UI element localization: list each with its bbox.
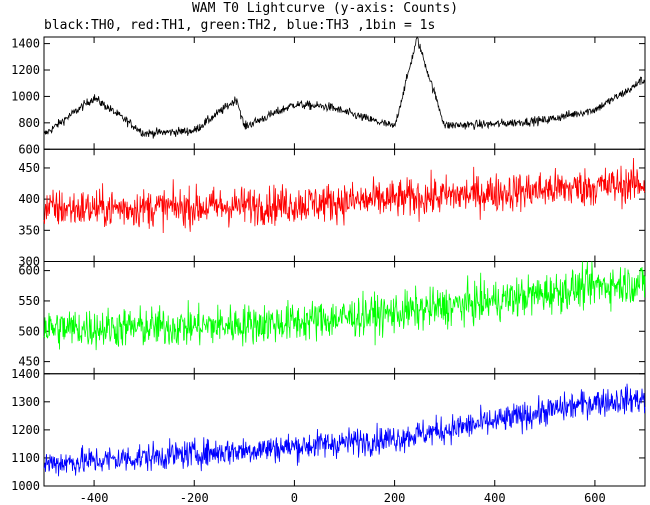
panel-frame-th2: [43, 261, 646, 375]
y-tick-label-th3: 1000: [11, 479, 40, 493]
series-line-th2: [43, 261, 646, 351]
y-tick-label-th3: 1200: [11, 423, 40, 437]
panel-frame-th0: [43, 36, 646, 150]
y-tick-label-th0: 1000: [11, 89, 40, 103]
y-tick-label-th0: 1400: [11, 37, 40, 51]
y-tick-label-th1: 350: [18, 223, 40, 237]
y-tick-label-th0: 800: [18, 116, 40, 130]
y-tick-label-th2: 450: [18, 355, 40, 369]
y-tick-label-th2: 600: [18, 264, 40, 278]
y-tick-label-th1: 400: [18, 192, 40, 206]
y-tick-label-th3: 1400: [11, 367, 40, 381]
y-tick-label-th3: 1300: [11, 395, 40, 409]
y-tick-label-th0: 1200: [11, 63, 40, 77]
y-tick-label-th1: 300: [18, 255, 40, 269]
x-tick-label: -200: [180, 491, 209, 505]
x-tick-label: 0: [291, 491, 298, 505]
y-tick-label-th2: 550: [18, 294, 40, 308]
y-tick-label-th2: 500: [18, 324, 40, 338]
y-tick-label-th3: 1100: [11, 451, 40, 465]
chart-title: WAM T0 Lightcurve (y-axis: Counts): [191, 1, 459, 16]
chart-subtitle: black:TH0, red:TH1, green:TH2, blue:TH3 …: [44, 18, 436, 33]
x-tick-label: 400: [484, 491, 506, 505]
series-line-th3: [43, 383, 646, 477]
x-tick-label: 600: [584, 491, 606, 505]
panel-frame-th3: [43, 373, 646, 487]
y-tick-label-th1: 450: [18, 161, 40, 175]
x-tick-label: 200: [384, 491, 406, 505]
x-tick-label: -400: [80, 491, 109, 505]
series-line-th1: [43, 157, 646, 234]
series-line-th0: [43, 35, 646, 139]
y-tick-label-th0: 600: [18, 142, 40, 156]
